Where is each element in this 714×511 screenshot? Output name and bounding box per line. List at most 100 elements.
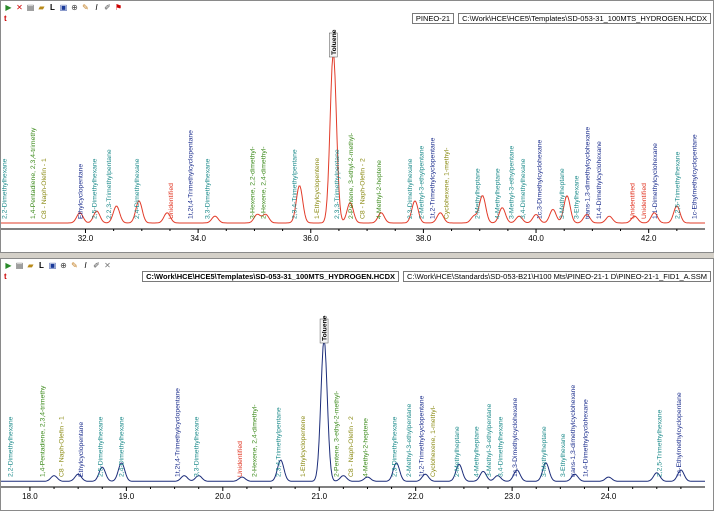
l-label-icon[interactable]: L [50,3,55,12]
peak-label[interactable]: 3-Hexene, 2,2-dimethyl- [249,146,256,219]
peak-label[interactable]: 2,3,3-Trimethylpentane [334,149,341,219]
peak-label[interactable]: 2-Methylheptane [454,426,461,477]
edit-icon[interactable]: ✐ [93,261,100,270]
peak-label[interactable]: 3-Methyl-3-ethylpentane [509,145,516,219]
print-icon[interactable]: ▤ [26,3,35,12]
peak-label[interactable]: 2,3,4-Trimethylpentane [292,149,299,219]
save-icon[interactable]: ▣ [59,3,68,12]
peak-label[interactable]: C8 - Naph-Olefin - 1 [59,416,66,477]
peak-label[interactable]: 1t,4-Dimethylcyclohexane [582,399,589,477]
peak-label[interactable]: 1-Ethylcyclopentene [314,158,321,219]
open-folder-icon[interactable]: ▰ [38,3,45,12]
peak-label[interactable]: 1t,2-Trimethylcyclopentane [418,395,425,477]
flag-icon[interactable]: ⚑ [114,3,123,12]
peak-label[interactable]: 4-Methylheptane [473,426,480,477]
peak-label[interactable]: 2-Methyl-3-ethylpentane [406,403,413,477]
x-tick-label: 34.0 [190,234,206,243]
peak-label[interactable]: 2,4-Dimethylhexane [119,416,126,477]
peak-label[interactable]: 1,1-Dimethylcyclohexane [652,143,659,219]
peak-label[interactable]: 3,4-Dimethylhexane [498,416,505,477]
peak-label[interactable]: 4-Methylheptane [494,168,501,219]
peak-label[interactable]: Unidentified [630,183,637,219]
peak-label[interactable]: 3,4-Dimethylhexane [520,158,527,219]
peak-label[interactable]: 2,2-Dimethylhexane [8,416,15,477]
peak-label[interactable]: 1c,3-Dimethylcyclohexane [537,139,544,219]
peak-label[interactable]: 1t,2t,4-Trimethylcyclopentane [174,388,181,477]
play-icon[interactable]: ▶ [5,261,12,270]
play-icon[interactable]: ▶ [5,3,12,12]
x-tick-label: 21.0 [311,492,327,501]
peak-label[interactable]: Cyclohexene, 1-methyl- [444,148,451,219]
peak-label[interactable]: 2-Pentene, 3-ethyl-2-methyl- [348,133,355,219]
peak-label[interactable]: 2-Hexene, 2,4-dimethyl- [252,404,259,477]
peak-label[interactable]: 1c,3-Dimethylcyclohexane [512,397,519,477]
peak-label[interactable]: 2,3,4-Trimethylpentane [276,407,283,477]
peak-label[interactable]: 4-Methyl-2-heptene [363,418,370,477]
peak-label[interactable]: 3-Methylheptane [559,168,566,219]
zoom-icon[interactable]: ⊕ [71,3,78,12]
peak-label[interactable]: 2,2,5-Trimethylhexane [657,409,664,477]
italic-i-icon[interactable]: I [84,261,87,270]
peak-label[interactable]: 1,4-Pentadiene, 2,3,4-trimethy [30,127,37,219]
peak-label[interactable]: 2-Hexene, 2,4-dimethyl- [261,146,268,219]
x-tick-label: 22.0 [408,492,424,501]
x-tick-label: 24.0 [601,492,617,501]
peak-label[interactable]: Cyclohexene, 1-methyl- [430,406,437,477]
peak-label[interactable]: 2-Methylheptane [475,168,482,219]
print-icon[interactable]: ▤ [15,261,24,270]
peak-label[interactable]: trans-1,3-dimethylcyclohexane [570,385,577,477]
peak-label[interactable]: C8 - Naph-Olefin - 1 [41,158,48,219]
peak-label[interactable]: trans-1,3-dimethylcyclohexane [585,127,592,219]
peak-label[interactable]: 1,4-Pentadiene, 2,3,4-trimethy [39,385,46,477]
peak-label[interactable]: C8 - Naph-Olefin - 2 [348,416,355,477]
close-x-icon[interactable]: ✕ [104,261,111,270]
peak-label[interactable]: 2,5-Dimethylhexane [97,416,104,477]
method-path-box: C:\Work\HCE\HCE5\Templates\SD-053-31_100… [458,13,711,24]
peak-label[interactable]: Ethylcyclopentane [78,164,85,219]
pencil-icon[interactable]: ✎ [82,3,89,12]
edit-icon[interactable]: ✐ [104,3,111,12]
trace-marker-icon: t [4,14,7,23]
peak-label[interactable]: 3-Methyl-3-ethylpentane [486,403,493,477]
peak-label[interactable]: 3-Methylheptane [541,426,548,477]
chromatogram-chart-top[interactable]: 32.0 34.0 36.0 38.0 40.0 42.0 2,2-Dimethylhexa… [1,25,713,253]
peak-label[interactable]: 2,4-Dimethylhexane [134,158,141,219]
peak-label[interactable]: 2-Methyl-3-ethylpentane [418,145,425,219]
peak-label[interactable]: 2,3-Dimethylhexane [407,158,414,219]
peak-label[interactable]: 2,3-Dimethylhexane [391,416,398,477]
peak-label[interactable]: Unidentified [641,183,648,219]
peak-label[interactable]: 2,2,5-Trimethylhexane [675,151,682,219]
toluene-label[interactable]: Toluene [331,29,338,55]
trace-line [1,339,705,482]
peak-label[interactable]: Ethylcyclopentane [78,422,85,477]
peak-label[interactable]: 1-Ethylcyclopentene [300,416,307,477]
peak-label[interactable]: 1c-Ethylmethylcyclopentane [676,392,683,477]
peak-label[interactable]: 1t,2-Trimethylcyclopentane [430,137,437,219]
peak-label[interactable]: 1t,4-Dimethylcyclohexane [596,141,603,219]
peak-label[interactable]: 3-Ethylhexane [560,433,567,477]
pencil-icon[interactable]: ✎ [71,261,78,270]
x-tick-label: 42.0 [641,234,657,243]
peak-label[interactable]: 4-Methyl-2-heptene [376,160,383,219]
peak-label[interactable]: 3,3-Dimethylhexane [194,416,201,477]
chromatogram-chart-bottom[interactable]: 18.0 19.0 20.0 21.0 22.0 23.0 24.0 2,2-Dimethyl… [1,283,713,511]
toluene-label[interactable]: Toluene [322,315,329,341]
l-label-icon[interactable]: L [39,261,44,270]
peak-label[interactable]: 2,5-Dimethylhexane [92,158,99,219]
italic-i-icon[interactable]: I [95,3,98,12]
peak-label[interactable]: 1c-Ethylmethylcyclopentane [692,134,699,219]
peak-label[interactable]: Unidentified [168,183,175,219]
peak-label[interactable]: 1t,2t,4-Trimethylcyclopentane [188,130,195,219]
peak-label[interactable]: 3,3-Dimethylhexane [204,158,211,219]
close-x-icon[interactable]: ✕ [16,3,23,12]
sample-name-box: PINEO-21 [411,13,455,24]
open-folder-icon[interactable]: ▰ [27,261,34,270]
save-icon[interactable]: ▣ [48,261,57,270]
peak-label[interactable]: 2,2,3-Trimethylpentane [106,149,113,219]
peak-label[interactable]: C8 - Naph-Olefin - 2 [359,158,366,219]
peak-label[interactable]: Unidentified [237,441,244,477]
zoom-icon[interactable]: ⊕ [60,261,67,270]
peak-label[interactable]: 2-Pentene, 3-ethyl-2-methyl- [334,391,341,477]
peak-label[interactable]: 3-Ethylhexane [573,175,580,219]
peak-label[interactable]: 2,2-Dimethylhexane [2,158,9,219]
